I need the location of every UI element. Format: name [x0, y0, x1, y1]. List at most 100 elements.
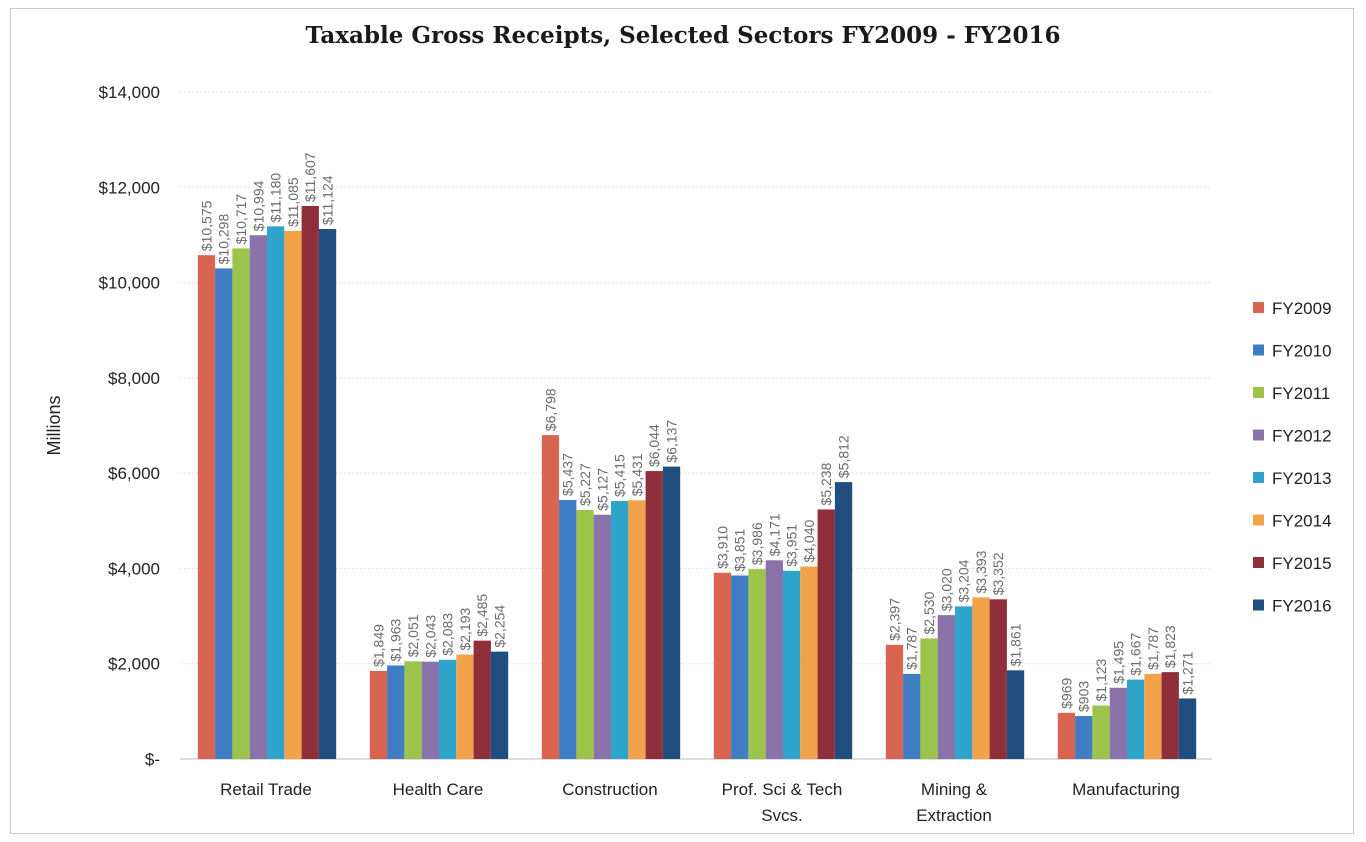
legend-label: FY2013 — [1272, 469, 1332, 488]
bar — [404, 661, 422, 759]
bar — [920, 638, 938, 759]
data-label: $11,607 — [302, 152, 318, 202]
category-label: Construction — [562, 780, 657, 799]
data-label: $5,812 — [836, 435, 852, 478]
legend-swatch — [1253, 429, 1264, 441]
bar — [301, 206, 319, 760]
legend-label: FY2016 — [1272, 597, 1332, 616]
data-label: $3,851 — [732, 528, 748, 571]
data-label: $1,849 — [370, 624, 386, 667]
legend-label: FY2014 — [1272, 512, 1332, 531]
data-label: $4,171 — [766, 513, 782, 556]
legend-swatch — [1253, 514, 1264, 526]
bar — [1006, 670, 1025, 759]
bar — [972, 597, 990, 759]
bar — [765, 560, 783, 759]
data-label: $1,823 — [1162, 625, 1178, 668]
bar — [369, 670, 388, 759]
data-label: $2,043 — [422, 615, 438, 658]
y-tick-label: $2,000 — [108, 655, 160, 674]
data-label: $2,254 — [492, 605, 508, 648]
data-label: $3,352 — [990, 552, 1006, 595]
legend-label: FY2009 — [1272, 299, 1332, 318]
bar — [1144, 673, 1162, 759]
data-label: $11,085 — [285, 177, 301, 227]
bar — [593, 514, 611, 759]
data-label: $6,798 — [542, 388, 558, 431]
bar — [439, 659, 457, 759]
category-label: Retail Trade — [220, 780, 312, 799]
data-label: $3,986 — [749, 522, 765, 565]
data-label: $2,193 — [457, 607, 473, 650]
legend-swatch — [1253, 387, 1264, 398]
data-label: $2,051 — [405, 614, 421, 657]
data-label: $6,044 — [646, 424, 662, 467]
data-label: $5,431 — [629, 453, 645, 496]
bar — [748, 569, 766, 759]
data-label: $5,238 — [818, 462, 834, 505]
y-tick-label: $6,000 — [108, 464, 160, 483]
data-label: $903 — [1076, 681, 1092, 712]
category-label: Mining & — [921, 780, 988, 799]
bar — [576, 509, 594, 759]
data-label: $5,227 — [577, 463, 593, 506]
data-label: $4,040 — [801, 519, 817, 562]
data-label: $10,717 — [233, 194, 249, 245]
chart-title: Taxable Gross Receipts, Selected Sectors… — [305, 22, 1061, 49]
y-axis-title: Millions — [44, 395, 64, 455]
data-label: $1,667 — [1128, 633, 1144, 676]
legend-label: FY2012 — [1272, 427, 1332, 446]
bar — [1127, 679, 1145, 759]
legend-label: FY2015 — [1272, 554, 1332, 573]
data-label: $1,787 — [904, 627, 920, 670]
data-label: $1,495 — [1110, 641, 1126, 684]
bar — [318, 229, 337, 759]
data-label: $1,123 — [1093, 658, 1109, 701]
y-tick-label: $10,000 — [99, 274, 160, 293]
bar — [456, 654, 474, 759]
data-label: $3,951 — [784, 524, 800, 567]
category-label: Extraction — [916, 806, 992, 825]
category-label: Svcs. — [761, 806, 803, 825]
data-label: $969 — [1058, 677, 1074, 708]
data-label: $5,415 — [612, 454, 628, 497]
bar — [662, 466, 681, 759]
category-label: Prof. Sci & Tech — [722, 780, 843, 799]
bar — [955, 606, 973, 759]
data-label: $3,020 — [938, 568, 954, 611]
bar — [473, 640, 491, 759]
data-label: $1,271 — [1180, 651, 1196, 694]
y-tick-label: $4,000 — [108, 559, 160, 578]
bar — [834, 482, 853, 759]
bar — [284, 230, 302, 760]
legend-swatch — [1253, 472, 1264, 483]
bar — [215, 268, 233, 759]
data-label: $1,963 — [388, 618, 404, 661]
bar — [1161, 672, 1179, 759]
data-label: $10,575 — [198, 200, 214, 251]
category-label: Health Care — [393, 780, 484, 799]
legend-swatch — [1253, 599, 1264, 611]
legend-label: FY2010 — [1272, 342, 1332, 361]
data-label: $3,393 — [973, 550, 989, 593]
bar — [541, 435, 560, 759]
bar — [713, 572, 732, 759]
bar — [1057, 712, 1076, 759]
bar — [197, 255, 216, 759]
legend-swatch — [1253, 557, 1264, 568]
data-label: $10,298 — [216, 214, 232, 265]
data-label: $5,437 — [560, 453, 576, 496]
data-label: $2,530 — [921, 591, 937, 634]
bar — [387, 665, 405, 759]
data-label: $11,124 — [320, 175, 336, 225]
data-label: $10,994 — [250, 180, 266, 231]
legend-swatch — [1253, 344, 1264, 356]
bar — [232, 248, 250, 759]
data-label: $1,787 — [1145, 627, 1161, 670]
data-label: $5,127 — [594, 468, 610, 511]
data-label: $2,485 — [474, 594, 490, 637]
bar — [731, 575, 749, 759]
data-label: $11,180 — [268, 173, 284, 223]
bar — [989, 599, 1007, 759]
